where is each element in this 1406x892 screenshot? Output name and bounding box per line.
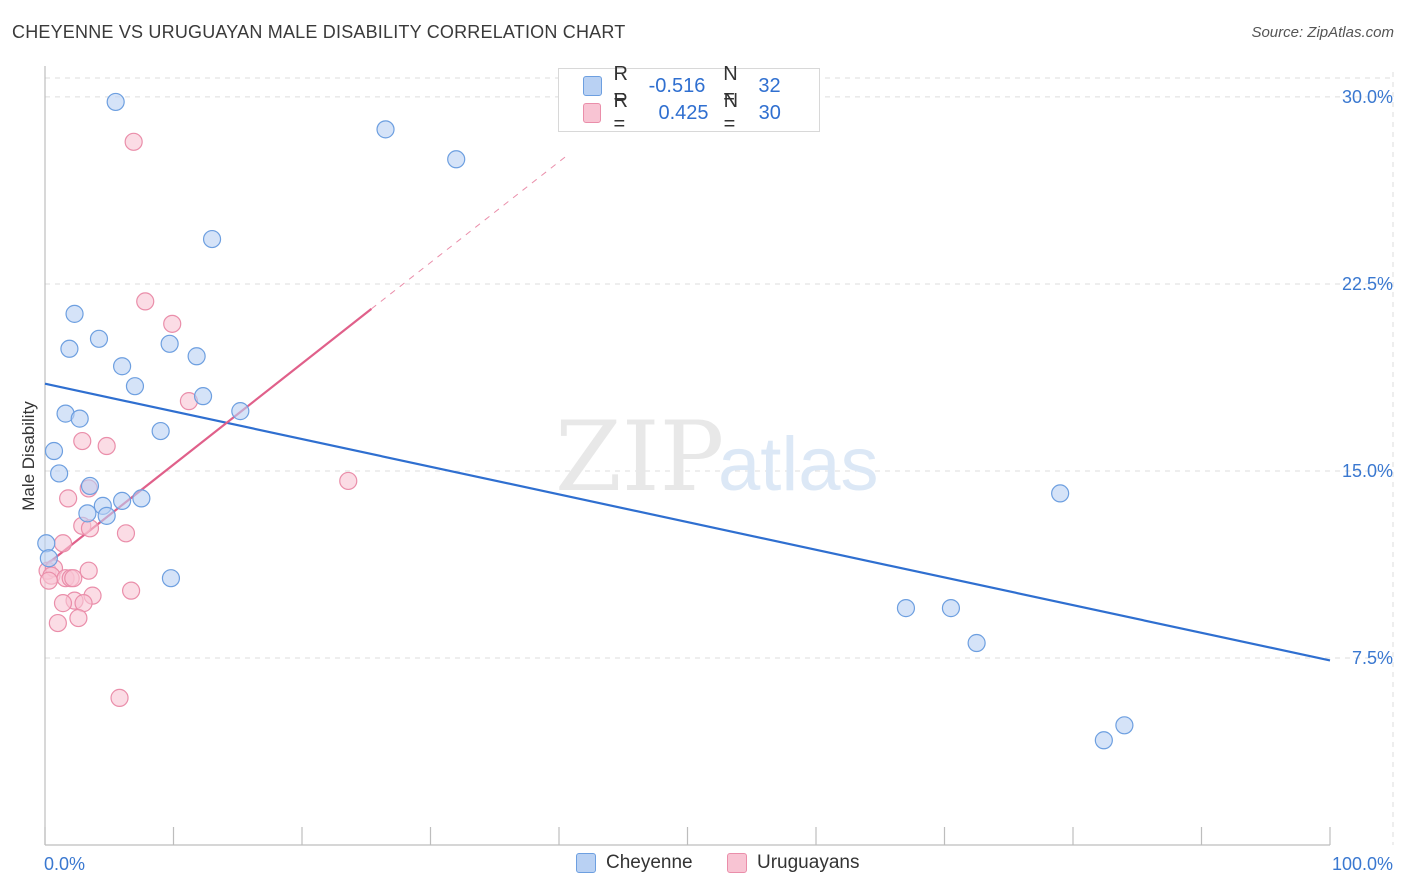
- series-legend: Cheyenne Uruguayans: [0, 852, 1406, 878]
- legend-row-cheyenne: R = -0.516 N = 32: [583, 63, 819, 108]
- cheyenne-point: [202, 229, 222, 249]
- uruguayans-swatch: [727, 853, 747, 873]
- uruguayans-point: [53, 534, 73, 553]
- watermark-atlas: atlas: [718, 422, 879, 507]
- cheyenne-point: [112, 357, 132, 376]
- cheyenne-swatch: [576, 853, 596, 873]
- source-label: Source: ZipAtlas.com: [1251, 24, 1394, 41]
- cheyenne-point: [80, 476, 100, 496]
- x-tick-label: 100.0%: [1332, 854, 1393, 874]
- cheyenne-point: [97, 506, 116, 525]
- r-value: -0.516: [648, 74, 706, 97]
- cheyenne-point: [65, 304, 84, 323]
- cheyenne-point: [160, 334, 179, 353]
- y-tick-label: 7.5%: [1352, 648, 1393, 668]
- cheyenne-point: [39, 549, 58, 568]
- cheyenne-point: [89, 329, 109, 348]
- cheyenne-point: [1094, 731, 1113, 750]
- legend-label: Cheyenne: [606, 852, 693, 873]
- cheyenne-point: [1051, 484, 1070, 503]
- correlation-legend: R = -0.516 N = 32 R = 0.425 N = 30: [558, 63, 820, 135]
- y-tick-label: 15.0%: [1342, 461, 1393, 481]
- cheyenne-point: [37, 534, 56, 553]
- cheyenne-point: [376, 120, 395, 139]
- cheyenne-point: [151, 421, 170, 441]
- uruguayans-point: [163, 314, 182, 333]
- cheyenne-point: [132, 489, 151, 508]
- uruguayans-point: [97, 436, 116, 456]
- cheyenne-point: [106, 92, 125, 112]
- uruguayans-point: [48, 613, 67, 633]
- grid-layer: [45, 72, 1394, 845]
- y-tick-label: 30.0%: [1342, 87, 1393, 107]
- cheyenne-point: [187, 347, 206, 366]
- cheyenne-point: [967, 633, 986, 653]
- legend-item-cheyenne[interactable]: Cheyenne: [576, 852, 693, 874]
- uruguayans-point: [110, 688, 129, 707]
- uruguayans-point: [136, 292, 155, 311]
- legend-label: Uruguayans: [757, 852, 860, 873]
- legend-row-uruguayans: R = 0.425 N = 30: [583, 90, 819, 135]
- x-tick-label: 0.0%: [44, 854, 85, 874]
- watermark-zip: ZIP: [555, 401, 724, 513]
- cheyenne-point: [193, 387, 213, 406]
- axis-layer: [44, 66, 1331, 846]
- cheyenne-point: [44, 441, 64, 461]
- r-label: R =: [613, 90, 628, 135]
- cheyenne-point: [60, 339, 79, 358]
- r-value: 0.425: [658, 101, 709, 124]
- n-label: N =: [723, 90, 739, 135]
- uruguayans-point: [116, 524, 136, 543]
- cheyenne-point: [231, 402, 250, 421]
- uruguayans-point: [64, 569, 83, 588]
- cheyenne-point: [1115, 716, 1134, 735]
- legend-item-uruguayans[interactable]: Uruguayans: [727, 852, 859, 874]
- uruguayans-point: [339, 471, 358, 491]
- uruguayans-point: [59, 489, 78, 508]
- trend-layer: [44, 156, 1331, 662]
- uruguayans-point: [53, 594, 73, 613]
- n-value: 30: [758, 101, 781, 124]
- y-axis-label: Male Disability: [19, 401, 38, 511]
- cheyenne-point: [941, 599, 961, 618]
- cheyenne-point: [896, 599, 916, 618]
- uruguayans-point: [79, 561, 98, 580]
- n-label: N =: [723, 63, 738, 108]
- cheyenne-point: [125, 377, 145, 396]
- uruguayans-trendline: [44, 308, 373, 567]
- y-tick-label: 22.5%: [1342, 274, 1393, 294]
- uruguayans-point: [121, 581, 141, 600]
- cheyenne-point: [161, 569, 181, 588]
- watermark: ZIP atlas: [555, 401, 879, 513]
- uruguayans-point: [73, 431, 92, 451]
- uruguayans-swatch: [583, 103, 602, 123]
- uruguayans-point: [39, 571, 58, 590]
- cheyenne-point: [50, 464, 69, 483]
- cheyenne-point: [78, 504, 97, 523]
- r-label: R =: [613, 63, 628, 108]
- uruguayans-point: [124, 132, 143, 151]
- cheyenne-point: [447, 150, 466, 169]
- cheyenne-point: [112, 491, 132, 510]
- point-layer: [37, 92, 1134, 750]
- uruguayans-trendline-extension: [371, 156, 566, 310]
- cheyenne-trendline: [44, 382, 1331, 662]
- cheyenne-swatch: [583, 76, 602, 96]
- cheyenne-point: [70, 409, 89, 428]
- uruguayans-point: [80, 519, 100, 538]
- label-layer: 7.5% 15.0% 22.5% 30.0% 0.0% 100.0% Male Disabi…: [19, 87, 1393, 874]
- chart-title: CHEYENNE VS URUGUAYAN MALE DISABILITY CO…: [12, 22, 626, 42]
- n-value: 32: [758, 74, 781, 97]
- uruguayans-point: [69, 608, 88, 628]
